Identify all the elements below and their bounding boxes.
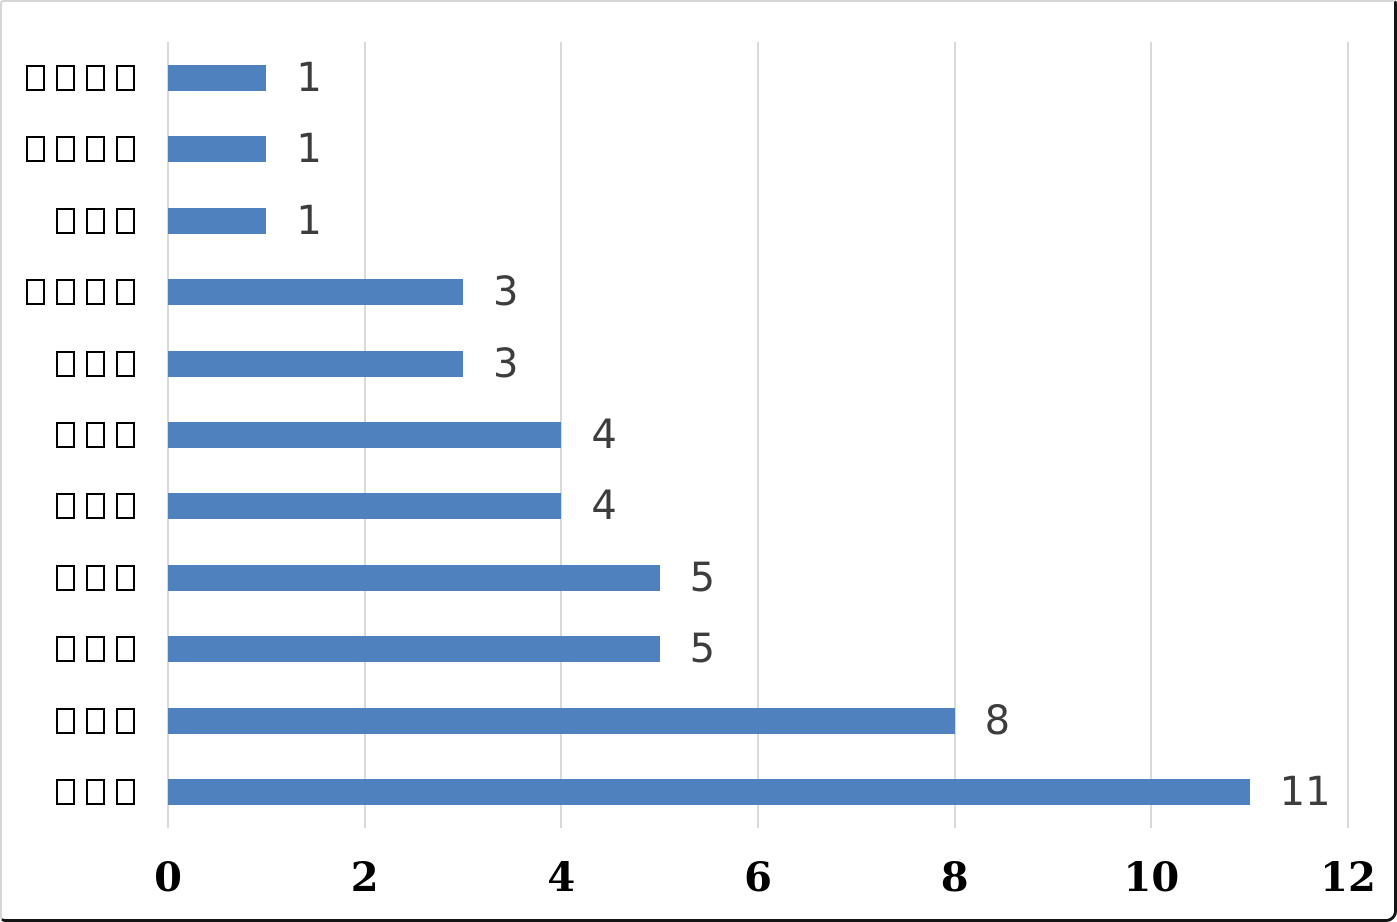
missing-glyph-box: [116, 136, 135, 163]
bar-row: 1: [168, 42, 1348, 113]
category-label: [2, 685, 135, 756]
missing-glyph-box: [116, 350, 135, 377]
bar: [168, 421, 562, 448]
x-axis-tick-label: 0: [154, 854, 182, 901]
category-label: [2, 185, 135, 256]
missing-glyph-box: [56, 136, 75, 163]
bar-row: 4: [168, 399, 1348, 470]
missing-glyph-box: [116, 64, 135, 91]
missing-glyph-box: [56, 564, 75, 591]
category-label: [2, 399, 135, 470]
x-axis-tick-label: 8: [940, 854, 969, 901]
missing-glyph-box: [56, 64, 75, 91]
bar: [168, 136, 267, 163]
bar: [168, 779, 1250, 806]
category-label: [2, 542, 135, 613]
bar: [168, 64, 267, 91]
missing-glyph-box: [56, 779, 75, 806]
missing-glyph-box: [26, 64, 45, 91]
bar-value-label: 8: [984, 697, 1011, 744]
missing-glyph-box: [56, 350, 75, 377]
bar-row: 5: [168, 614, 1348, 685]
missing-glyph-box: [56, 207, 75, 234]
bar-row: 11: [168, 757, 1348, 828]
x-axis: 0 2 4 6 8 10 12: [2, 858, 1394, 918]
missing-glyph-box: [86, 207, 105, 234]
missing-glyph-box: [116, 779, 135, 806]
gridline: [953, 42, 956, 828]
bar-row: 3: [168, 328, 1348, 399]
bar-row: 4: [168, 471, 1348, 542]
gridline: [560, 42, 563, 828]
x-axis-tick-label: 2: [350, 854, 379, 901]
category-axis-labels: [2, 42, 135, 828]
bar-value-label: 1: [296, 197, 322, 244]
missing-glyph-box: [86, 279, 105, 306]
x-axis-tick-label: 4: [547, 854, 576, 901]
missing-glyph-box: [86, 493, 105, 520]
bar-row: 1: [168, 113, 1348, 184]
missing-glyph-box: [86, 421, 105, 448]
plot-area: 1 1 1 3 3 4 4 5 5 8 11: [167, 42, 1349, 828]
bar-value-label: 1: [296, 126, 322, 173]
category-label: [2, 471, 135, 542]
bar-value-label: 3: [493, 269, 519, 316]
missing-glyph-box: [86, 136, 105, 163]
bar-row: 3: [168, 256, 1348, 327]
bar-row: 8: [168, 685, 1348, 756]
missing-glyph-box: [86, 779, 105, 806]
missing-glyph-box: [26, 279, 45, 306]
missing-glyph-box: [116, 636, 135, 663]
category-label: [2, 113, 135, 184]
missing-glyph-box: [116, 493, 135, 520]
bar: [168, 279, 463, 306]
missing-glyph-box: [56, 421, 75, 448]
bar-value-label: 3: [493, 340, 519, 387]
missing-glyph-box: [116, 564, 135, 591]
missing-glyph-box: [86, 636, 105, 663]
bar: [168, 636, 660, 663]
bar-row: 5: [168, 542, 1348, 613]
missing-glyph-box: [56, 493, 75, 520]
bar-value-label: 5: [689, 626, 716, 673]
x-axis-tick-label: 12: [1320, 854, 1376, 901]
bar-value-label: 1: [296, 54, 322, 101]
bar-value-label: 4: [591, 411, 617, 458]
x-axis-tick-label: 10: [1123, 854, 1180, 901]
bar: [168, 350, 463, 377]
category-label: [2, 42, 135, 113]
category-label: [2, 328, 135, 399]
gridline: [1347, 42, 1349, 828]
missing-glyph-box: [116, 707, 135, 734]
missing-glyph-box: [56, 707, 75, 734]
bar: [168, 707, 955, 734]
bar-value-label: 5: [689, 554, 716, 601]
bar-value-label: 4: [591, 483, 617, 530]
gridline: [757, 42, 759, 828]
missing-glyph-box: [26, 136, 45, 163]
missing-glyph-box: [86, 707, 105, 734]
missing-glyph-box: [86, 350, 105, 377]
missing-glyph-box: [86, 564, 105, 591]
bar-row: 1: [168, 185, 1348, 256]
category-label: [2, 256, 135, 327]
missing-glyph-box: [116, 207, 135, 234]
bar: [168, 207, 267, 234]
missing-glyph-box: [116, 279, 135, 306]
category-label: [2, 614, 135, 685]
missing-glyph-box: [116, 421, 135, 448]
bar-value-label: 11: [1279, 769, 1331, 816]
x-axis-tick-label: 6: [744, 854, 772, 901]
category-label: [2, 757, 135, 828]
gridline: [1150, 42, 1153, 828]
bar: [168, 564, 660, 591]
bar: [168, 493, 562, 520]
missing-glyph-box: [56, 279, 75, 306]
missing-glyph-box: [86, 64, 105, 91]
missing-glyph-box: [56, 636, 75, 663]
